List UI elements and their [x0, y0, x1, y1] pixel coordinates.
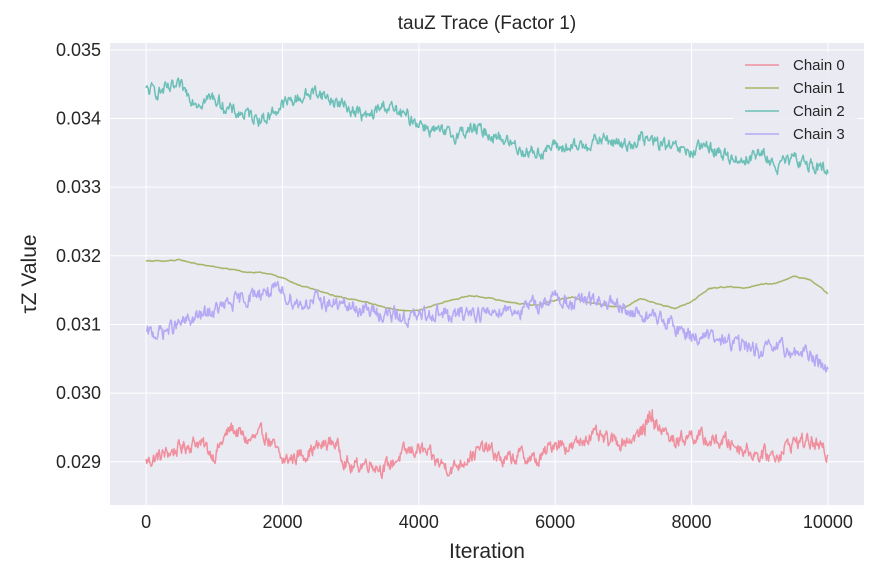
y-tick-label: 0.032	[56, 246, 101, 266]
legend-label: Chain 2	[793, 103, 845, 120]
x-tick-label: 6000	[535, 512, 575, 532]
x-axis-title: Iteration	[449, 540, 525, 563]
y-tick-label: 0.034	[56, 109, 101, 129]
x-tick-label: 0	[141, 512, 151, 532]
series-line-chain-2	[145, 77, 829, 176]
series-line-chain-0	[145, 409, 829, 480]
x-tick-label: 2000	[262, 512, 302, 532]
x-tick-label: 8000	[671, 512, 711, 532]
series-line-chain-1	[145, 258, 829, 312]
y-tick-label: 0.030	[56, 383, 101, 403]
y-axis-title: τZ Value	[18, 234, 41, 313]
y-tick-label: 0.031	[56, 314, 101, 334]
series-layer	[145, 77, 829, 480]
legend-label: Chain 0	[793, 57, 845, 74]
legend: Chain 0 Chain 1 Chain 2 Chain 3	[733, 52, 857, 148]
y-tick-label: 0.029	[56, 452, 101, 472]
chart-title: tauZ Trace (Factor 1)	[398, 13, 576, 34]
x-tick-label: 10000	[803, 512, 853, 532]
legend-label: Chain 1	[793, 80, 845, 97]
grid-lines	[110, 43, 864, 505]
legend-label: Chain 3	[793, 126, 845, 143]
x-tick-label: 4000	[399, 512, 439, 532]
series-line-chain-3	[145, 280, 829, 373]
legend-box	[733, 52, 857, 148]
y-tick-label: 0.035	[56, 40, 101, 60]
y-tick-label: 0.033	[56, 177, 101, 197]
y-tick-labels: 0.029 0.030 0.031 0.032 0.033 0.034 0.035	[56, 40, 101, 472]
x-tick-labels: 0 2000 4000 6000 8000 10000	[141, 512, 853, 532]
